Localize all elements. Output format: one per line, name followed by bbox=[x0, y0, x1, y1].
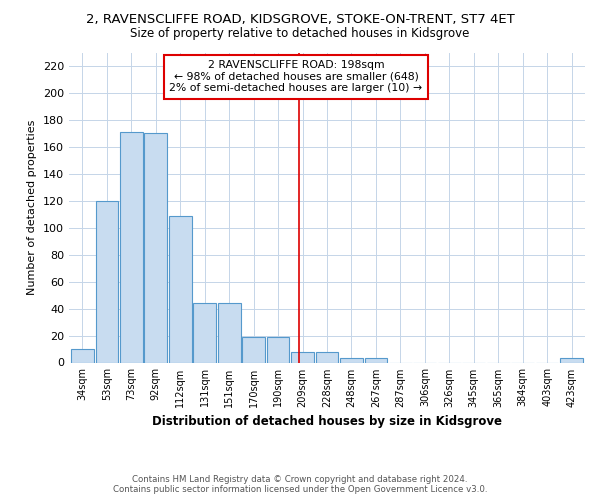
Bar bbox=[145, 134, 167, 362]
Bar bbox=[71, 349, 94, 362]
X-axis label: Distribution of detached houses by size in Kidsgrove: Distribution of detached houses by size … bbox=[152, 415, 502, 428]
Text: Contains HM Land Registry data © Crown copyright and database right 2024.
Contai: Contains HM Land Registry data © Crown c… bbox=[113, 474, 487, 494]
Bar bbox=[120, 132, 143, 362]
Bar bbox=[218, 303, 241, 362]
Bar bbox=[316, 352, 338, 362]
Bar bbox=[193, 303, 216, 362]
Text: 2, RAVENSCLIFFE ROAD, KIDSGROVE, STOKE-ON-TRENT, ST7 4ET: 2, RAVENSCLIFFE ROAD, KIDSGROVE, STOKE-O… bbox=[86, 12, 514, 26]
Bar bbox=[95, 201, 118, 362]
Bar bbox=[169, 216, 191, 362]
Bar bbox=[365, 358, 387, 362]
Bar bbox=[340, 358, 363, 362]
Text: 2 RAVENSCLIFFE ROAD: 198sqm
← 98% of detached houses are smaller (648)
2% of sem: 2 RAVENSCLIFFE ROAD: 198sqm ← 98% of det… bbox=[169, 60, 422, 94]
Bar bbox=[560, 358, 583, 362]
Bar bbox=[267, 337, 289, 362]
Y-axis label: Number of detached properties: Number of detached properties bbox=[28, 120, 37, 295]
Bar bbox=[242, 337, 265, 362]
Text: Size of property relative to detached houses in Kidsgrove: Size of property relative to detached ho… bbox=[130, 28, 470, 40]
Bar bbox=[291, 352, 314, 362]
